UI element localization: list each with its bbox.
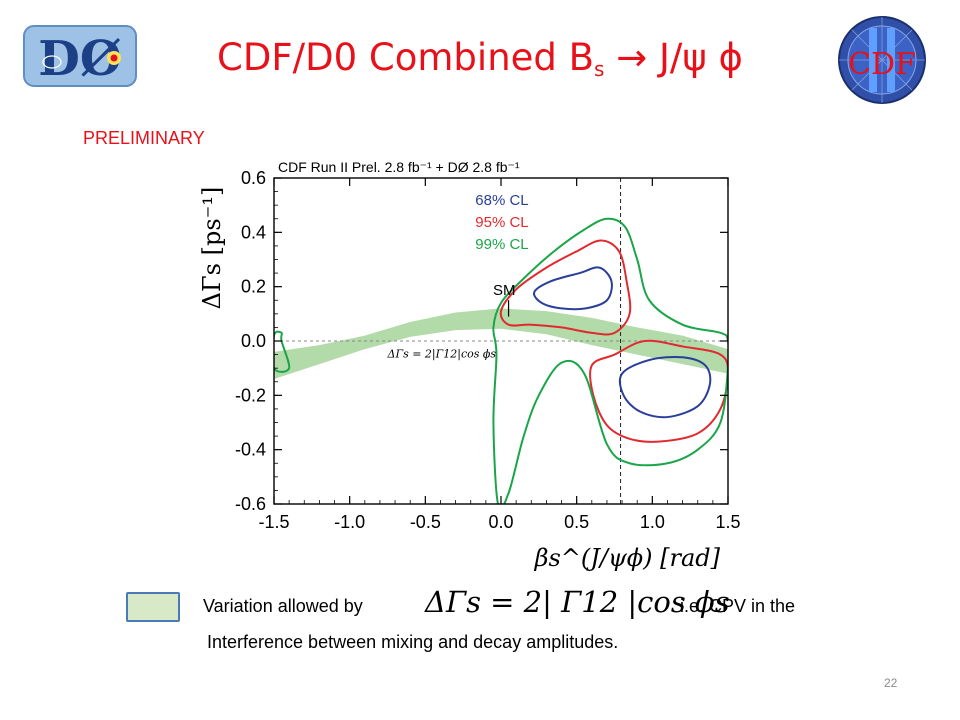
slide-title: CDF/D0 Combined Bs → J/ψ ϕ [217, 36, 743, 81]
contour-68-cl-0 [533, 266, 613, 311]
caption-formula: ΔΓs = 2| Γ12 |cos ϕs [425, 585, 730, 619]
x-tick-label: 1.0 [640, 512, 665, 532]
y-tick-label: 0.4 [241, 222, 266, 242]
band-legend-swatch [126, 592, 180, 622]
y-tick-label: -0.4 [235, 440, 266, 460]
legend-entry: 68% CL [475, 192, 528, 209]
x-tick-label: 0.0 [488, 512, 513, 532]
x-tick-label: -1.0 [334, 512, 365, 532]
legend-entry: 99% CL [475, 236, 528, 253]
cdf-logo: CDF [836, 14, 928, 106]
chart-header: CDF Run II Prel. 2.8 fb⁻¹ + DØ 2.8 fb⁻¹ [278, 159, 520, 175]
y-tick-label: 0.6 [241, 168, 266, 188]
sm-label: SM [493, 282, 516, 299]
y-tick-label: 0.2 [241, 277, 266, 297]
contour-95-cl-3 [589, 339, 728, 443]
page-number: 22 [884, 676, 898, 690]
contour-99-cl-4 [274, 330, 291, 373]
caption-cpv: i.e. CPV in the [680, 596, 796, 616]
contour-95-cl-2 [499, 239, 632, 336]
band-formula-label: ΔΓs = 2|Γ12|cos ϕs [387, 347, 497, 361]
preliminary-label: PRELIMINARY [83, 128, 205, 148]
x-axis-label: βs^(J/ψϕ) [rad] [534, 544, 721, 572]
contour-99-cl-5 [492, 217, 728, 504]
d0-logo: DØ [22, 20, 140, 94]
caption-variation-allowed: Variation allowed by [203, 596, 363, 616]
contour-plot: -1.5 -1.0 -0.5 0.0 0.5 1.0 1.5 0.6 0.4 0.2 0.0 -0.2… [198, 159, 741, 572]
y-axis-label: ΔΓs [ps⁻¹] [198, 187, 226, 310]
x-tick-label: -1.5 [258, 512, 289, 532]
y-tick-label: 0.0 [241, 331, 266, 351]
legend-entry: 95% CL [475, 214, 528, 231]
x-tick-label: 0.5 [564, 512, 589, 532]
caption-interference: Interference between mixing and decay am… [207, 632, 619, 652]
x-tick-label: 1.5 [715, 512, 740, 532]
cdf-logo-text: CDF [848, 47, 916, 82]
allowed-variation-band [274, 308, 728, 380]
contour-68-cl-1 [618, 355, 712, 419]
y-tick-label: -0.2 [235, 385, 266, 405]
x-tick-label: -0.5 [410, 512, 441, 532]
y-tick-label: -0.6 [235, 494, 266, 514]
